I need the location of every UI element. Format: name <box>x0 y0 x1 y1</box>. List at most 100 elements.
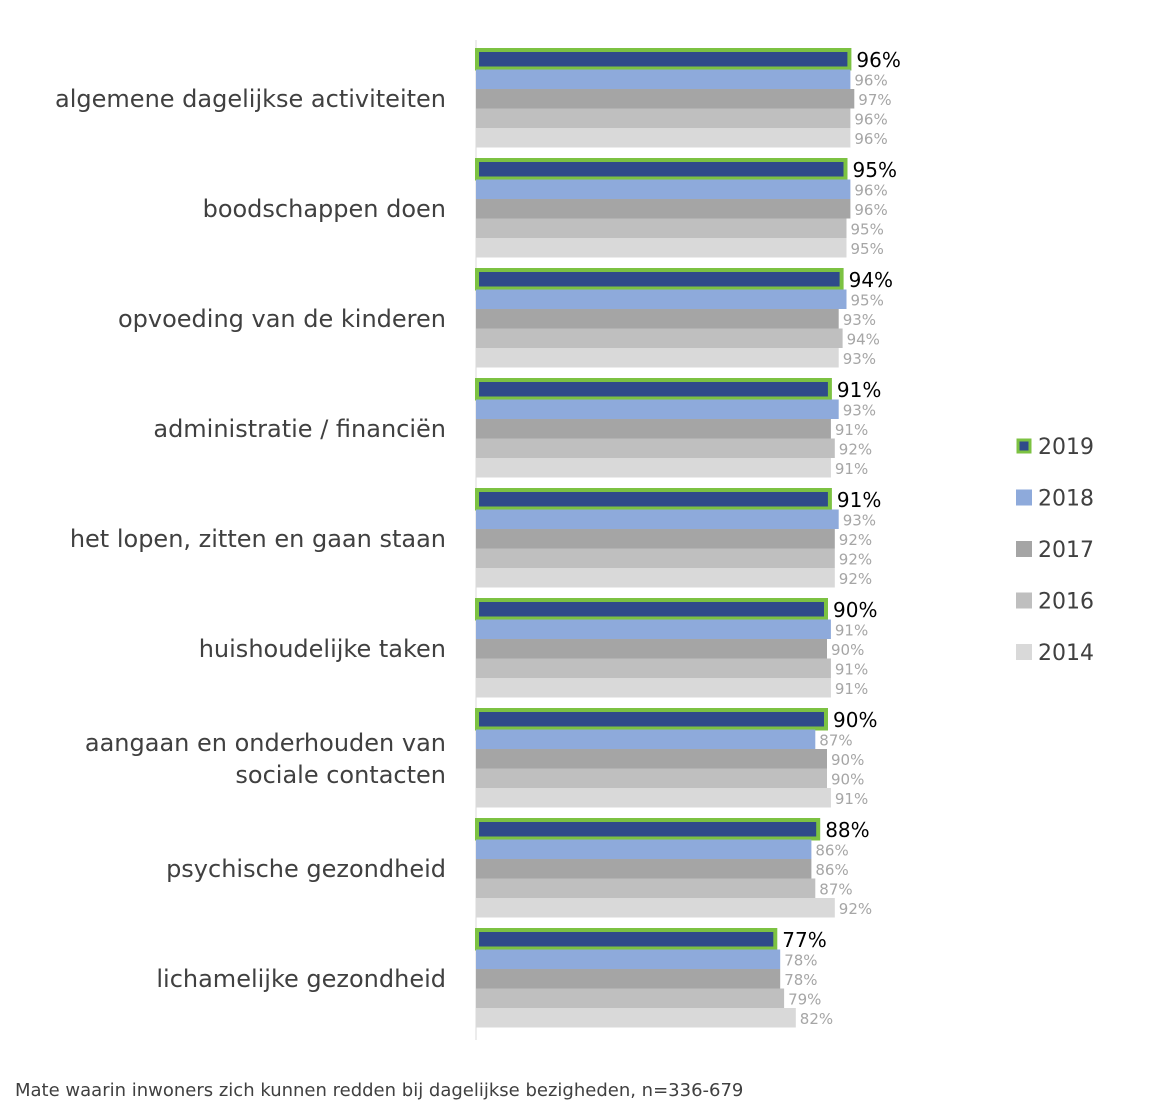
bar-2014 <box>476 568 835 588</box>
category-label-line: boodschappen doen <box>203 195 446 223</box>
data-label-2018: 86% <box>815 842 848 860</box>
category-label: administratie / financiën <box>153 415 446 443</box>
bar-2019 <box>475 488 832 511</box>
data-label-2014: 91% <box>835 680 868 698</box>
bar-2019 <box>475 378 832 401</box>
data-label-2016: 96% <box>854 111 887 129</box>
legend-swatch-2019 <box>1016 438 1032 454</box>
bar-2018 <box>476 839 812 859</box>
category-label: psychische gezondheid <box>166 855 446 883</box>
legend-swatch-2016 <box>1016 592 1032 609</box>
data-label-2017: 97% <box>858 91 891 109</box>
bar-2019 <box>475 268 844 291</box>
category-label: lichamelijke gezondheid <box>156 965 446 993</box>
data-label-2017: 96% <box>854 201 887 219</box>
bar-2014 <box>476 128 851 148</box>
bar-2016 <box>476 218 847 238</box>
legend-swatch-2018 <box>1016 489 1032 506</box>
data-label-2018: 91% <box>835 622 868 640</box>
data-label-2016: 92% <box>839 441 872 459</box>
bar-2017 <box>476 969 781 989</box>
data-label-2016: 79% <box>788 991 821 1009</box>
data-label-2019: 88% <box>825 818 869 842</box>
bar-2014 <box>476 788 831 808</box>
category-label: huishoudelijke taken <box>199 635 446 663</box>
data-label-2014: 91% <box>835 790 868 808</box>
data-label-2014: 92% <box>839 570 872 588</box>
bar-2019 <box>475 158 848 181</box>
data-label-2016: 90% <box>831 771 864 789</box>
bar-2016 <box>476 438 835 458</box>
data-label-2019: 94% <box>849 268 893 292</box>
bar-2019 <box>475 818 821 841</box>
data-label-2014: 91% <box>835 460 868 478</box>
category-label: boodschappen doen <box>203 195 446 223</box>
bar-2016 <box>476 878 816 898</box>
bar-2019 <box>475 48 852 71</box>
bar-2016 <box>476 988 785 1008</box>
bar-2017 <box>476 859 812 879</box>
bar-2017 <box>476 419 831 439</box>
legend-label-2016: 2016 <box>1038 590 1094 615</box>
legend-label-2018: 2018 <box>1038 487 1094 512</box>
bar-2018 <box>476 179 851 199</box>
bar-2014 <box>476 1008 796 1028</box>
data-label-2019: 96% <box>856 48 900 72</box>
data-label-2014: 93% <box>843 350 876 368</box>
category-label-line: lichamelijke gezondheid <box>156 965 446 993</box>
data-label-2017: 92% <box>839 531 872 549</box>
data-label-2014: 96% <box>854 130 887 148</box>
category-label: algemene dagelijkse activiteiten <box>55 85 446 113</box>
data-label-2018: 93% <box>843 402 876 420</box>
bar-2014 <box>476 458 831 478</box>
bar-2014 <box>476 898 835 918</box>
legend-label-2014: 2014 <box>1038 641 1094 666</box>
data-label-2018: 78% <box>784 952 817 970</box>
data-label-2017: 90% <box>831 751 864 769</box>
data-label-2019: 91% <box>837 378 881 402</box>
data-label-2016: 91% <box>835 661 868 679</box>
data-label-2014: 95% <box>851 240 884 258</box>
data-label-2016: 95% <box>851 221 884 239</box>
bar-2018 <box>476 69 851 89</box>
data-label-2019: 90% <box>833 708 877 732</box>
bar-2016 <box>476 108 851 128</box>
bar-2019 <box>475 708 828 731</box>
data-label-2014: 92% <box>839 900 872 918</box>
bar-2019 <box>475 598 828 621</box>
category-label-line: huishoudelijke taken <box>199 635 446 663</box>
data-label-2017: 86% <box>815 861 848 879</box>
bar-2017 <box>476 529 835 549</box>
bar-2014 <box>476 348 839 368</box>
bar-2018 <box>476 289 847 309</box>
category-label-line: het lopen, zitten en gaan staan <box>70 525 446 553</box>
data-label-2016: 87% <box>819 881 852 899</box>
data-label-2018: 96% <box>854 72 887 90</box>
category-label-line: algemene dagelijkse activiteiten <box>55 85 446 113</box>
bar-2018 <box>476 729 816 749</box>
bar-2016 <box>476 658 831 678</box>
bar-2018 <box>476 949 781 969</box>
data-label-2016: 92% <box>839 551 872 569</box>
bar-2017 <box>476 89 855 109</box>
bar-2017 <box>476 749 827 769</box>
bar-2017 <box>476 199 851 219</box>
bar-2019 <box>475 928 778 951</box>
data-label-2019: 91% <box>837 488 881 512</box>
category-label-line: psychische gezondheid <box>166 855 446 883</box>
category-label: het lopen, zitten en gaan staan <box>70 525 446 553</box>
bar-2018 <box>476 619 831 639</box>
data-label-2017: 90% <box>831 641 864 659</box>
data-label-2018: 96% <box>854 182 887 200</box>
data-label-2019: 90% <box>833 598 877 622</box>
legend: 2019 2018 2017 2016 2014 <box>1016 435 1094 666</box>
bar-2016 <box>476 548 835 568</box>
category-label-line: opvoeding van de kinderen <box>118 305 446 333</box>
legend-swatch-2017 <box>1016 541 1032 557</box>
legend-label-2017: 2017 <box>1038 538 1094 563</box>
chart-footnote: Mate waarin inwoners zich kunnen redden … <box>15 1080 744 1101</box>
legend-label-2019: 2019 <box>1038 435 1094 460</box>
labels-layer: algemene dagelijkse activiteiten96%96%97… <box>55 48 901 1028</box>
bar-2014 <box>476 238 847 258</box>
